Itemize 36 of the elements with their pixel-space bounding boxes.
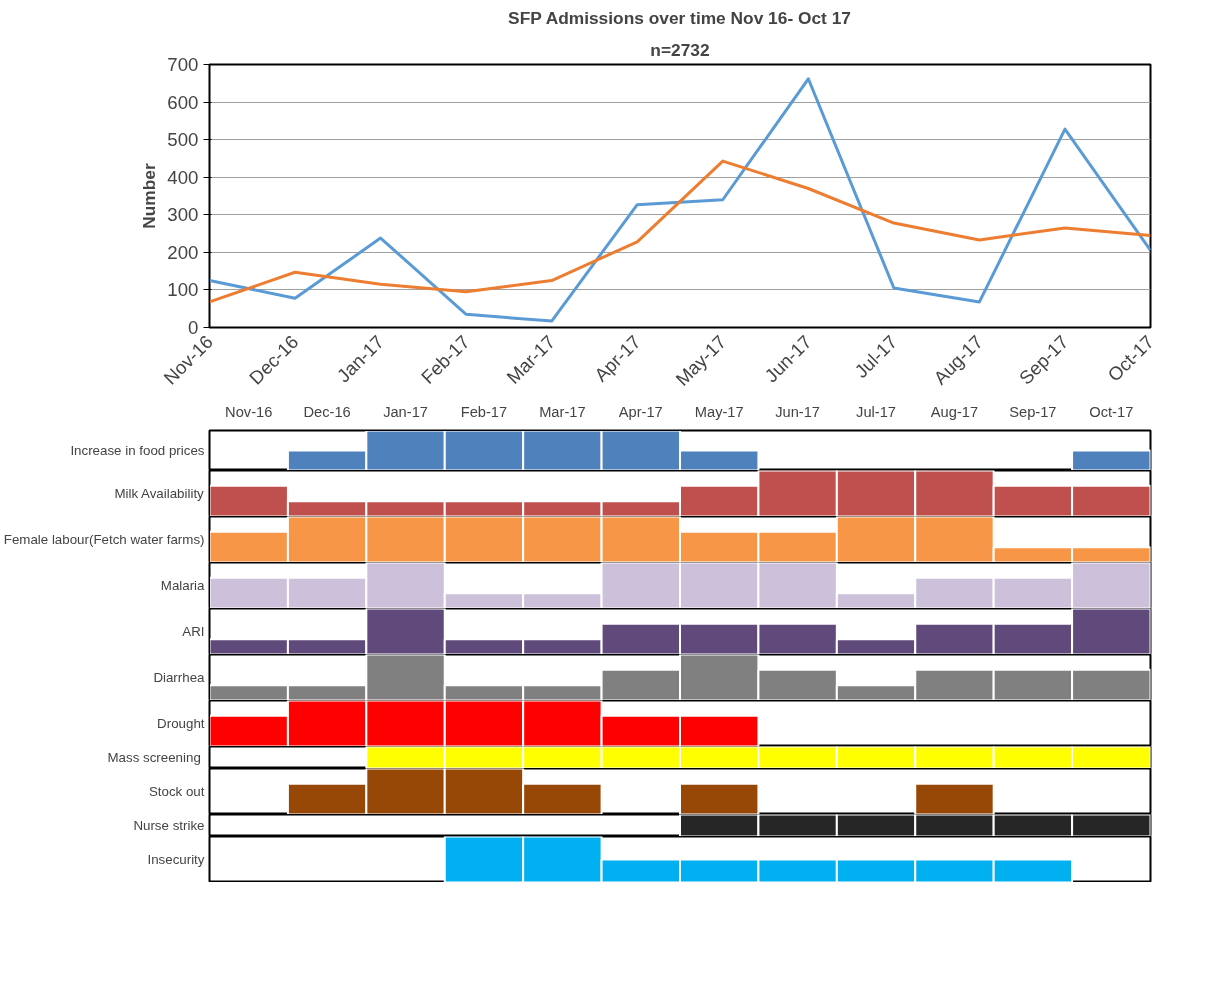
- y-axis-title: Mass screening: [107, 750, 201, 765]
- y-axis-title: Milk Availability: [114, 486, 205, 501]
- x-tick-label: Apr-17: [618, 403, 663, 420]
- x-tick-label: Nov-16: [225, 403, 273, 420]
- x-tick-label: Jul-17: [856, 403, 896, 420]
- line-series: [209, 77, 1151, 323]
- y-axis-title: Diarrhea: [153, 670, 206, 685]
- y-axis-title: Nurse strike: [133, 818, 205, 833]
- y-tick-label: 500: [167, 129, 199, 151]
- y-axis-title: Stock out: [148, 784, 205, 799]
- y-axis-title: Increase in food prices: [70, 443, 205, 458]
- chart-subtitle: n=2732: [650, 39, 710, 60]
- y-axis-title: ARI: [182, 624, 205, 639]
- x-tick-label: Jun-17: [775, 403, 821, 420]
- y-tick-label: 0: [188, 317, 199, 338]
- x-tick-label: Oct-17: [1089, 403, 1134, 420]
- x-tick-label: May-17: [694, 403, 744, 420]
- y-axis-title: Female labour(Fetch water farms): [3, 532, 205, 547]
- x-tick-label: Jan-17: [383, 403, 428, 420]
- y-tick-label: 400: [167, 166, 199, 188]
- x-tick-label: Dec-16: [303, 403, 351, 420]
- x-tick-label: Feb-17: [460, 403, 508, 420]
- y-tick-label: 200: [167, 241, 199, 263]
- x-tick-label: Mar-17: [539, 403, 586, 420]
- y-axis-title: Insecurity: [147, 852, 205, 867]
- y-axis-title: Malaria: [160, 578, 206, 593]
- y-tick-label: 700: [167, 54, 199, 75]
- x-tick-label: Aug-17: [930, 403, 979, 420]
- y-tick-label: 600: [167, 91, 199, 113]
- chart-title: SFP Admissions over time Nov 16- Oct 17: [508, 7, 851, 28]
- y-tick-label: 100: [167, 279, 199, 301]
- line-series: [209, 159, 1151, 304]
- y-axis-title: Number: [139, 163, 160, 229]
- y-tick-label: 300: [167, 204, 199, 226]
- x-tick-label: Sep-17: [1009, 403, 1057, 420]
- y-axis-title: Drought: [157, 716, 205, 731]
